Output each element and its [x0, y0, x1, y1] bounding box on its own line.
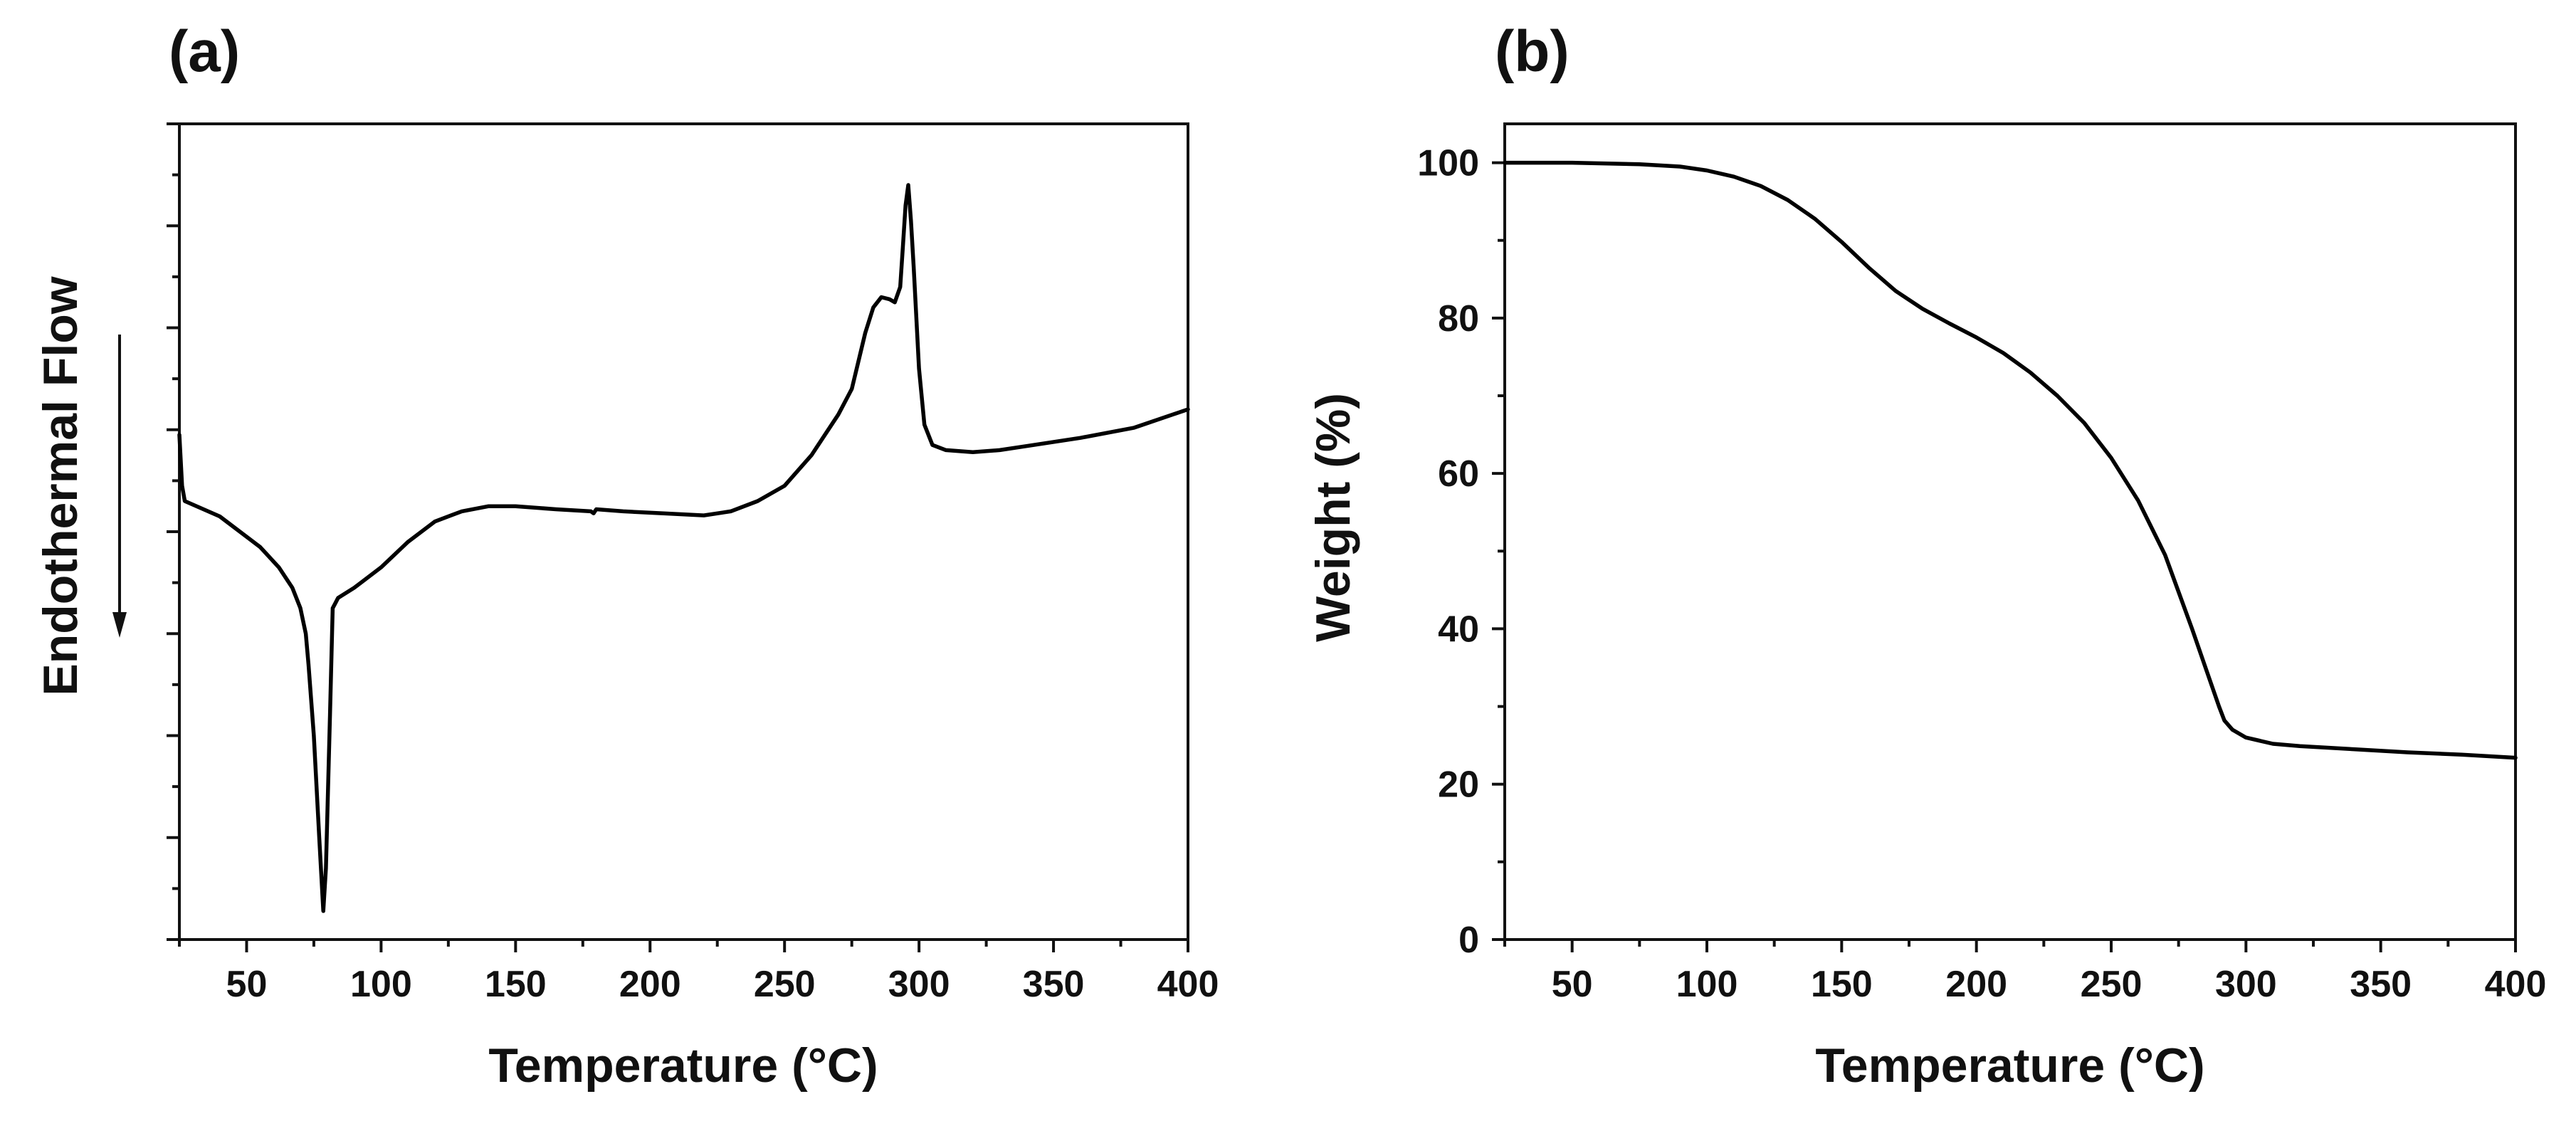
x-tick-label: 350 — [2350, 964, 2412, 1005]
x-tick-label: 250 — [754, 964, 816, 1005]
x-tick-label: 400 — [2485, 964, 2547, 1005]
x-tick-label: 50 — [1552, 964, 1593, 1005]
x-tick-label: 200 — [1945, 964, 2007, 1005]
y-tick-label: 100 — [1417, 143, 1479, 184]
x-tick-label: 250 — [2081, 964, 2143, 1005]
panel-a-y-ticks — [167, 122, 179, 941]
x-tick-label: 150 — [485, 964, 547, 1005]
x-tick-label: 100 — [1676, 964, 1738, 1005]
x-tick-label: 300 — [888, 964, 950, 1005]
x-tick-label: 350 — [1023, 964, 1085, 1005]
panel-b-y-ticks: 0 20 40 60 80 100 — [1417, 143, 1505, 961]
y-tick-label: 60 — [1438, 453, 1479, 495]
panel-a-label: (a) — [169, 19, 240, 84]
x-tick-label: 300 — [2215, 964, 2277, 1005]
y-tick-label: 20 — [1438, 764, 1479, 806]
y-tick-label: 0 — [1458, 920, 1479, 961]
panel-b-tga-chart: (b) 50 100 150 200 250 300 350 400 0 20 40 60 80 100… — [1306, 19, 2546, 1093]
panel-a-plot-frame — [178, 122, 1189, 941]
y-tick-label: 80 — [1438, 298, 1479, 340]
x-tick-label: 100 — [350, 964, 412, 1005]
panel-b-y-axis-title: Weight (%) — [1306, 393, 1360, 642]
panel-b-label: (b) — [1495, 19, 1570, 84]
panel-a-dsc-curve — [177, 183, 1190, 913]
panel-b-x-ticks: 50 100 150 200 250 300 350 400 — [1503, 940, 2547, 1005]
panel-b-tga-curve — [1503, 160, 2518, 760]
x-tick-label: 150 — [1811, 964, 1873, 1005]
x-tick-label: 50 — [226, 964, 268, 1005]
panel-a-x-axis-title: Temperature (°C) — [488, 1038, 878, 1093]
x-tick-label: 200 — [619, 964, 681, 1005]
panel-a-dsc-chart: (a) 50 100 150 200 250 300 350 400 Temperature … — [33, 19, 1219, 1093]
panel-a-y-axis-title: Endothermal Flow — [33, 275, 88, 695]
panel-a-x-ticks: 50 100 150 200 250 300 350 400 — [178, 940, 1219, 1005]
panel-a-y-arrow — [112, 335, 127, 638]
x-tick-label: 400 — [1157, 964, 1219, 1005]
panel-b-plot-frame — [1503, 122, 2517, 941]
y-tick-label: 40 — [1438, 609, 1479, 650]
panel-b-x-axis-title: Temperature (°C) — [1815, 1038, 2204, 1093]
